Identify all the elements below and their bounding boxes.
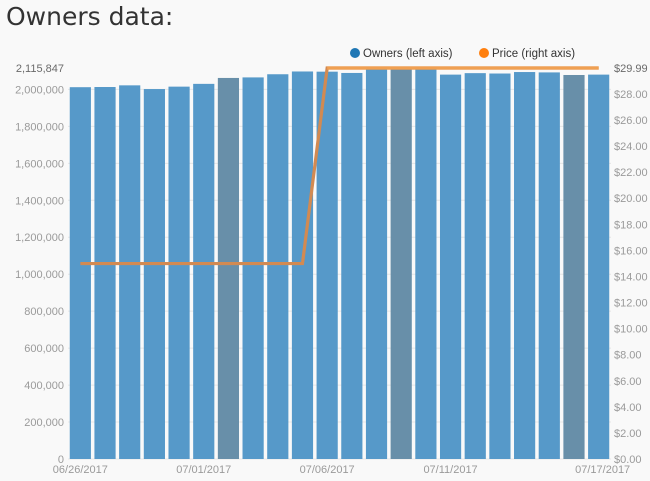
- right-axis-tick-label: $2.00: [614, 428, 642, 440]
- x-axis-tick-label: 07/11/2017: [423, 464, 477, 476]
- left-axis-max-label: 2,115,847: [16, 63, 64, 75]
- owners-bar: [143, 89, 165, 459]
- left-axis-tick-label: 1,000,000: [15, 269, 64, 281]
- x-axis-tick-label: 07/01/2017: [176, 464, 231, 476]
- owners-bar: [489, 73, 511, 460]
- right-axis-tick-label: $26.00: [614, 115, 648, 127]
- left-axis-tick-label: 800,000: [24, 306, 64, 318]
- owners-bar: [291, 71, 314, 459]
- right-axis-tick-label: $16.00: [614, 245, 648, 257]
- owners-bar: [94, 87, 116, 459]
- right-axis: $0.00 $2.00 $4.00 $6.00 $8.00 $10.00 $12.00 $14…: [614, 63, 648, 466]
- left-axis-tick-label: 1,800,000: [15, 121, 64, 133]
- left-axis-tick-label: 200,000: [24, 417, 64, 429]
- right-axis-tick-label: $22.00: [614, 167, 648, 179]
- owners-bar: [242, 77, 264, 460]
- legend-swatch: [479, 48, 489, 58]
- legend-label: Price (right axis): [492, 48, 575, 60]
- legend[interactable]: Owners (left axis) Price (right axis): [350, 48, 575, 60]
- owners-bar: [316, 71, 338, 460]
- left-axis-tick-label: 1,600,000: [15, 158, 64, 170]
- left-axis: 0 200,000 400,000 600,000 800,000 1,000,000 1,…: [15, 63, 64, 466]
- x-axis-tick-label: 07/17/2017: [575, 464, 630, 476]
- right-axis-max-label: $29.99: [614, 63, 648, 75]
- owners-bar: [588, 74, 610, 460]
- right-axis-tick-label: $8.00: [614, 350, 642, 362]
- owners-bar: [193, 83, 215, 460]
- owners-bars: [69, 67, 610, 460]
- left-axis-tick-label: 600,000: [24, 343, 64, 355]
- left-axis-tick-label: 1,200,000: [15, 232, 64, 244]
- owners-bar: [119, 85, 141, 459]
- left-axis-tick-label: 0: [58, 454, 64, 466]
- right-axis-tick-label: $28.00: [614, 89, 648, 101]
- owners-bar-highlighted: [390, 69, 412, 459]
- chart-heading: Owners data:: [6, 2, 174, 31]
- right-axis-tick-label: $24.00: [614, 141, 648, 153]
- owners-bar: [439, 74, 462, 460]
- right-axis-tick-label: $14.00: [614, 271, 648, 283]
- right-axis-tick-label: $6.00: [614, 376, 642, 388]
- right-axis-tick-label: $0.00: [614, 454, 642, 466]
- owners-bar: [69, 87, 91, 459]
- legend-swatch: [350, 48, 360, 58]
- legend-item[interactable]: Price (right axis): [479, 48, 575, 60]
- owners-bar: [168, 86, 190, 459]
- owners-bar: [365, 68, 388, 459]
- legend-item[interactable]: Owners (left axis): [350, 48, 453, 60]
- left-axis-tick-label: 1,400,000: [15, 195, 64, 207]
- x-axis-tick-label: 06/26/2017: [53, 464, 108, 476]
- owners-bar: [464, 73, 486, 460]
- right-axis-tick-label: $20.00: [614, 193, 648, 205]
- x-axis-tick-label: 07/06/2017: [300, 464, 355, 476]
- right-axis-tick-label: $18.00: [614, 219, 648, 231]
- owners-bar: [514, 72, 536, 459]
- owners-bar: [341, 72, 363, 460]
- left-axis-tick-label: 2,000,000: [15, 84, 64, 96]
- owners-bar-highlighted: [563, 74, 585, 460]
- right-axis-tick-label: $12.00: [614, 298, 648, 310]
- owners-bar: [415, 67, 437, 459]
- left-axis-tick-label: 400,000: [24, 380, 64, 392]
- price-line-layer: [80, 66, 599, 266]
- legend-label: Owners (left axis): [363, 48, 453, 60]
- owners-bar: [267, 74, 289, 459]
- right-axis-tick-label: $10.00: [614, 324, 648, 336]
- owners-bar: [538, 72, 560, 459]
- owners-bar-highlighted: [217, 77, 240, 459]
- x-axis: 06/26/2017 07/01/2017 07/06/2017 07/11/2017…: [53, 464, 630, 476]
- right-axis-tick-label: $4.00: [614, 402, 642, 414]
